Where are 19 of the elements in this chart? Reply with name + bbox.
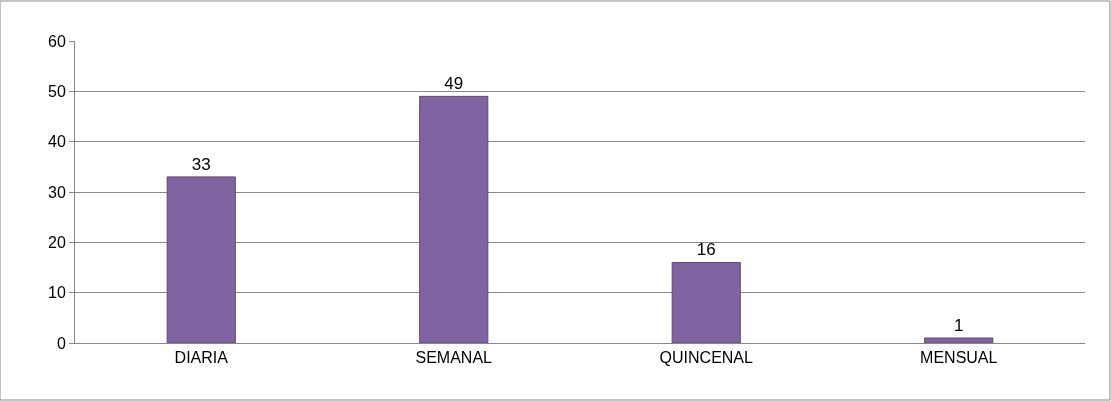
y-tick-label: 50: [48, 82, 66, 100]
data-label: 1: [954, 315, 964, 335]
y-tick-label: 0: [56, 334, 66, 352]
bar: [419, 95, 489, 343]
x-tick-label: DIARIA: [174, 349, 229, 367]
x-tick-label: SEMANAL: [415, 349, 493, 367]
x-tick-label: MENSUAL: [920, 349, 998, 367]
data-label: 33: [191, 154, 211, 174]
bar: [924, 337, 994, 343]
data-label: 16: [696, 240, 716, 260]
bar: [166, 176, 236, 343]
bar: [671, 261, 741, 343]
y-tick-label: 20: [48, 233, 66, 251]
x-tick-label: QUINCENAL: [659, 349, 754, 367]
y-tick-label: 60: [48, 32, 66, 50]
data-label: 49: [444, 74, 464, 94]
y-tick-label: 40: [48, 133, 66, 151]
y-tick-label: 10: [48, 284, 66, 302]
y-tick-label: 30: [48, 183, 66, 201]
